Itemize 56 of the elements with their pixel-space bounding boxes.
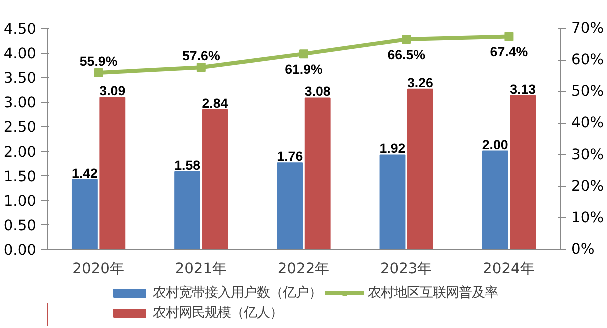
- y2-tick-label: 60%: [572, 52, 604, 69]
- data-label: 1.92: [380, 141, 406, 156]
- y-tick-label: 1.00: [4, 192, 37, 210]
- data-label: 3.09: [100, 84, 126, 99]
- bar: [72, 179, 98, 250]
- bar: [380, 154, 406, 250]
- point: [196, 63, 206, 72]
- data-label: 67.4%: [490, 44, 528, 60]
- data-label: 66.5%: [388, 48, 426, 63]
- point: [300, 50, 308, 59]
- bar: [100, 97, 126, 250]
- y2-tick-label: 20%: [572, 178, 604, 195]
- y-tick-label: 2.00: [4, 144, 37, 161]
- y-tick-label: 0.50: [4, 217, 37, 234]
- legend-label: 农村宽带接入用户数（亿户）: [153, 284, 322, 302]
- data-label: 2.00: [482, 137, 508, 152]
- bar: [407, 88, 434, 250]
- data-label: 57.6%: [182, 48, 220, 64]
- data-label: 1.42: [72, 166, 98, 181]
- data-label: 1.76: [277, 149, 304, 164]
- bar: [482, 150, 508, 250]
- data-label: 61.9%: [285, 62, 324, 78]
- legend-label: 农村网民规模（亿人）: [153, 305, 283, 322]
- x-tick-label: 2024年: [483, 260, 536, 278]
- data-label: 3.26: [407, 75, 434, 90]
- x-tick-label: 2023年: [380, 260, 433, 278]
- y-tick-label: 0.00: [4, 242, 37, 259]
- data-label: 1.58: [174, 158, 201, 173]
- y-tick-label: 3.50: [4, 70, 37, 88]
- bar: [174, 171, 201, 250]
- y2-tick-label: 40%: [572, 114, 604, 132]
- bar: [202, 110, 228, 250]
- x-tick-label: 2022年: [278, 260, 330, 278]
- bar: [510, 95, 536, 250]
- data-label: 55.9%: [80, 54, 118, 70]
- y2-tick-label: 0%: [572, 241, 595, 258]
- point: [94, 68, 104, 78]
- y-tick-label: 2.50: [4, 119, 37, 136]
- point: [402, 35, 412, 44]
- y-tick-label: 4.00: [4, 46, 37, 63]
- y2-tick-label: 10%: [572, 209, 604, 226]
- point: [504, 32, 514, 42]
- data-label: 3.13: [510, 82, 536, 97]
- legend-label: 农村地区互联网普及率: [368, 284, 498, 302]
- y-tick-label: 3.00: [4, 94, 37, 112]
- bar: [304, 98, 331, 250]
- y2-tick-label: 30%: [572, 146, 604, 164]
- y2-tick-label: 70%: [572, 20, 604, 37]
- y-tick-label: 1.50: [4, 168, 37, 186]
- bar: [277, 162, 304, 250]
- x-tick-label: 2020年: [72, 260, 125, 278]
- y-tick-label: 4.50: [4, 21, 37, 38]
- data-label: 2.84: [202, 96, 229, 112]
- data-label: 3.08: [304, 84, 331, 100]
- y2-tick-label: 50%: [572, 83, 604, 100]
- x-tick-label: 2021年: [175, 260, 228, 278]
